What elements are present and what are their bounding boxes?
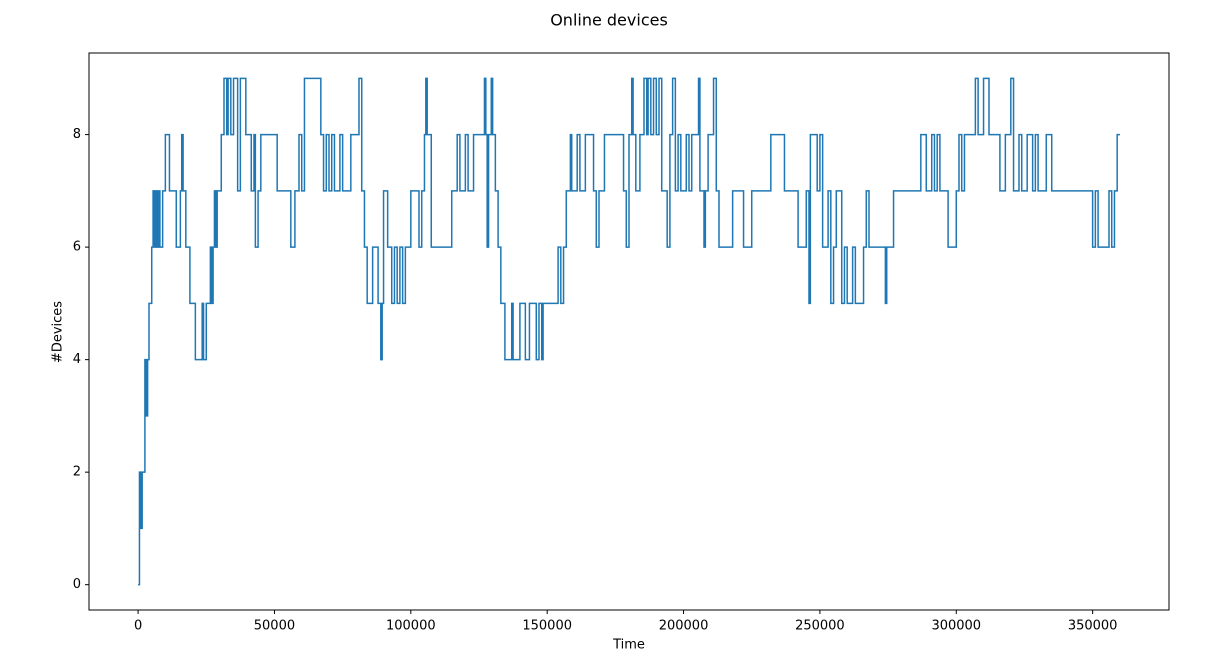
y-tick-label: 2 <box>73 465 81 480</box>
x-tick-label: 50000 <box>254 619 295 634</box>
y-tick-label: 0 <box>73 577 81 592</box>
x-tick-label: 350000 <box>1068 619 1118 634</box>
x-tick-label: 0 <box>134 619 142 634</box>
chart-title: Online devices <box>550 11 668 30</box>
data-line <box>138 77 1120 586</box>
x-tick-label: 100000 <box>386 619 436 634</box>
y-tick-label: 4 <box>73 352 81 367</box>
x-axis-label: Time <box>612 638 645 653</box>
y-tick-label: 8 <box>73 127 81 142</box>
plot-frame <box>88 52 1170 611</box>
x-tick-label: 250000 <box>795 619 845 634</box>
x-tick-label: 200000 <box>659 619 709 634</box>
x-tick-label: 300000 <box>931 619 981 634</box>
y-axis-label: #Devices <box>51 301 66 363</box>
y-tick-label: 6 <box>73 240 81 255</box>
x-tick-label: 150000 <box>522 619 572 634</box>
